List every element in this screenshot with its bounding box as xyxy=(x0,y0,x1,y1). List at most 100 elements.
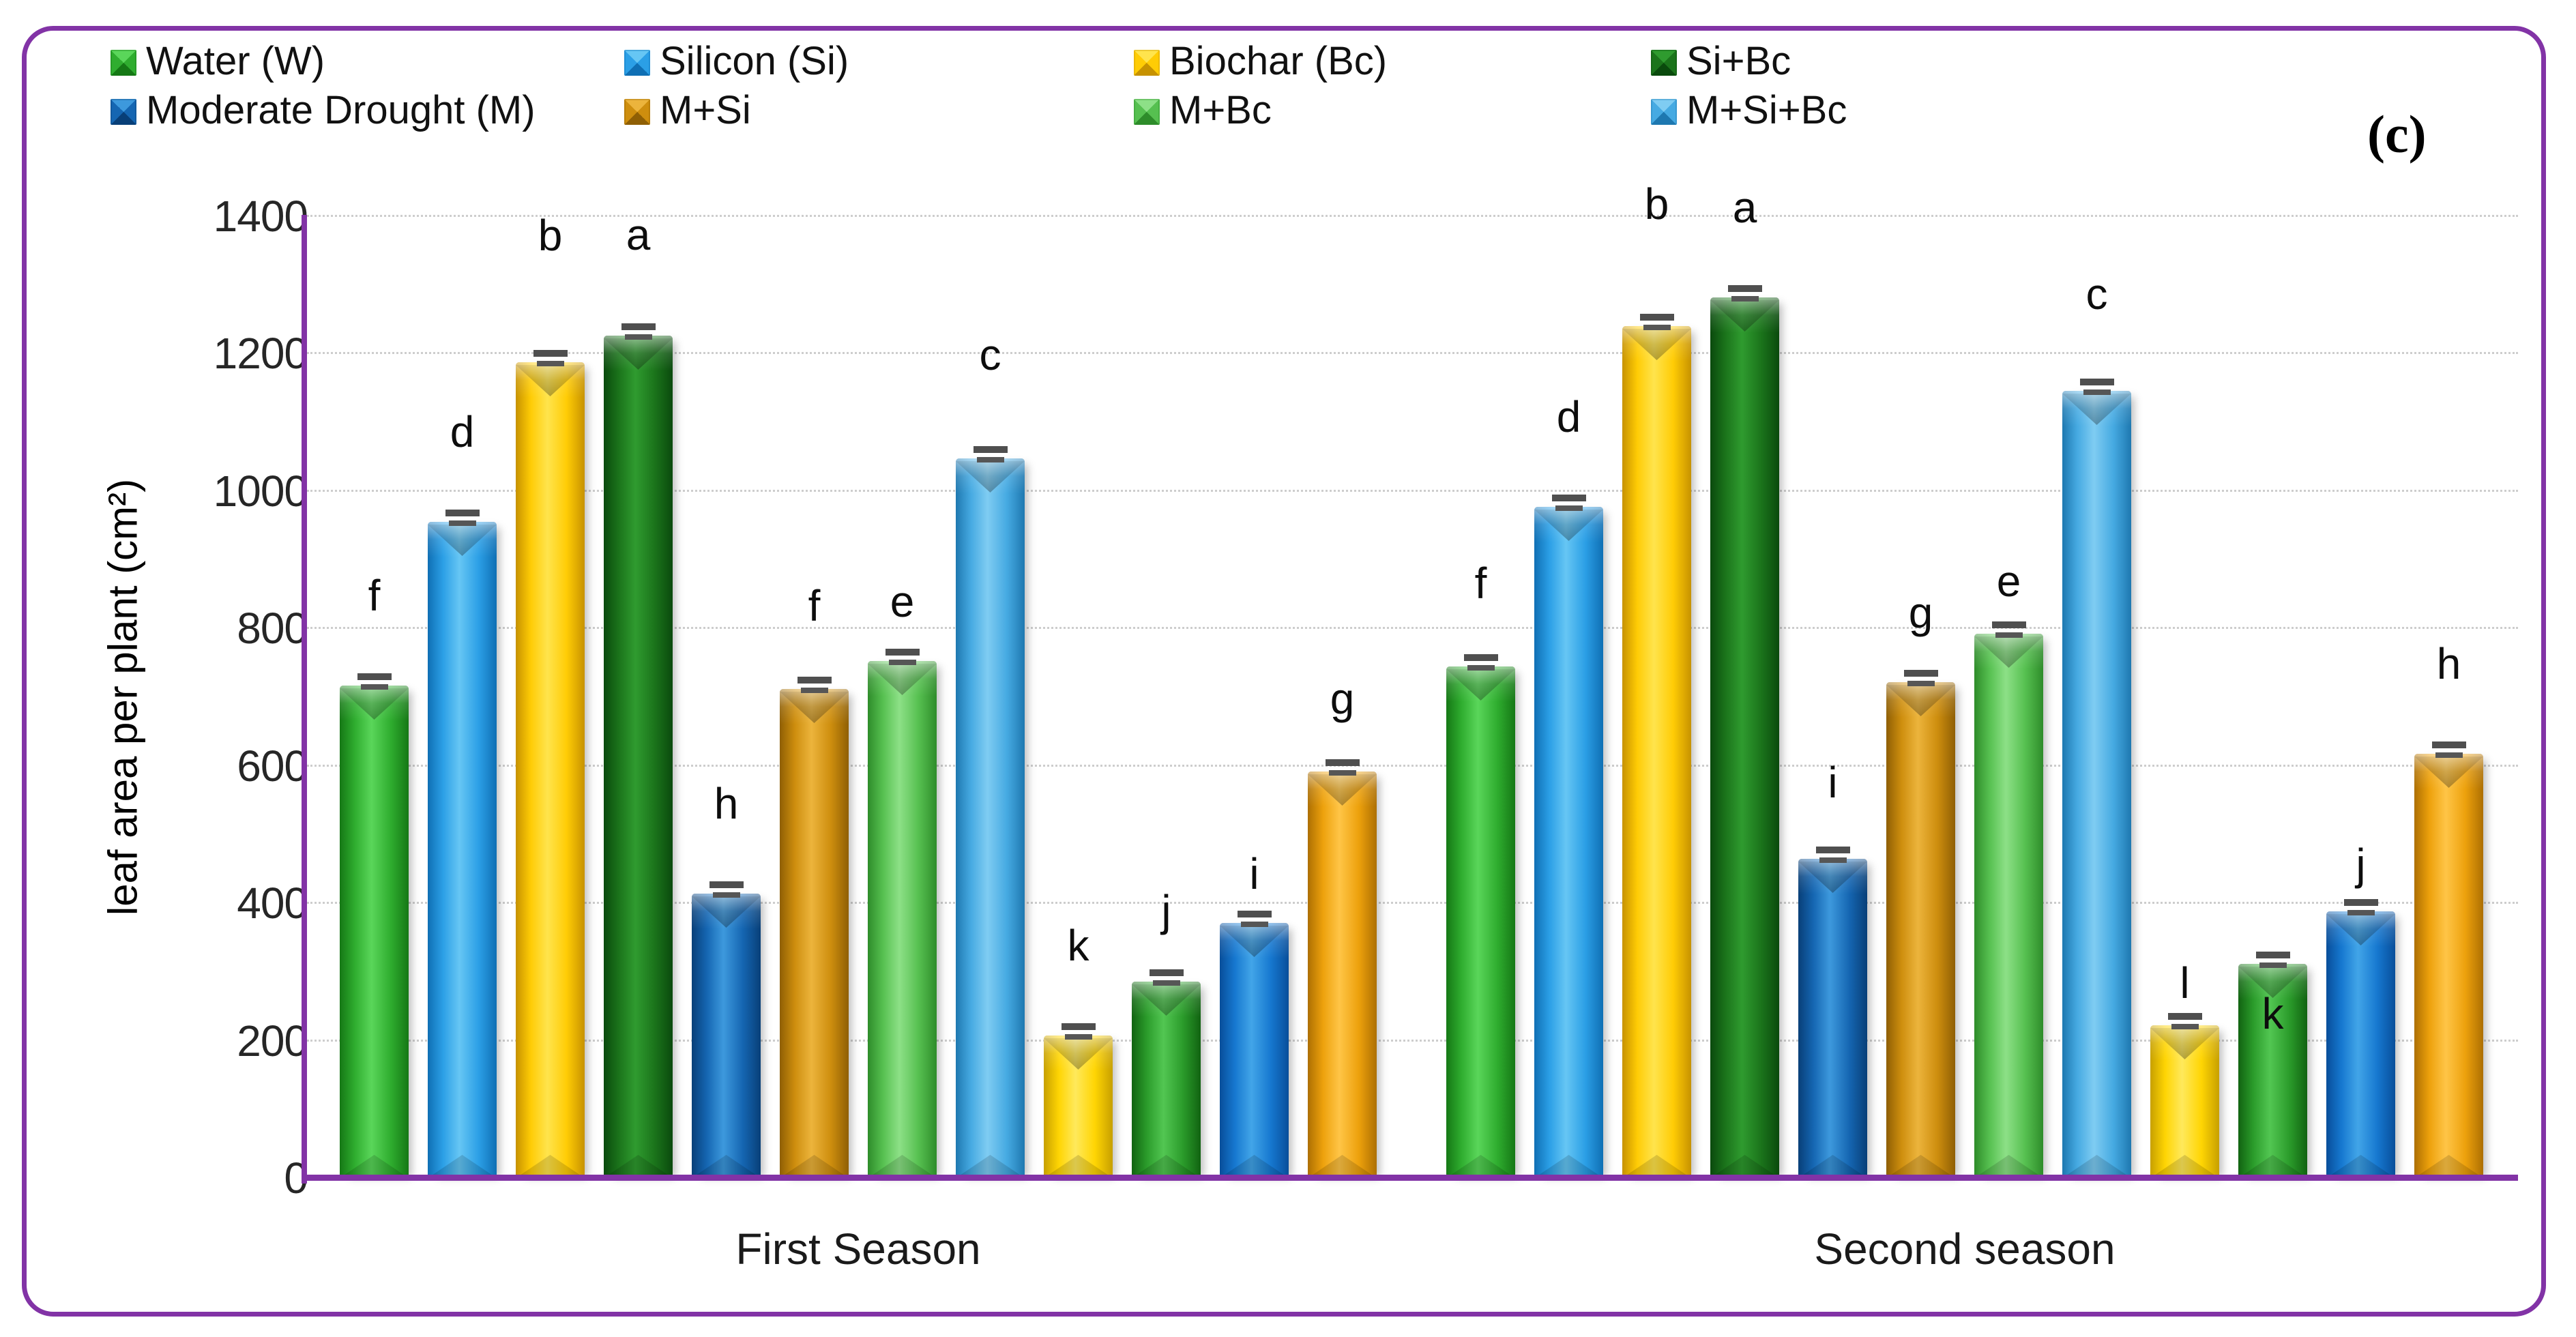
bar-top-highlight xyxy=(1710,297,1779,333)
bar-top-highlight xyxy=(2238,964,2307,999)
legend-item-label: M+Bc xyxy=(1169,88,1272,132)
gridline xyxy=(307,902,2518,905)
bar-second-season-5 xyxy=(1798,859,1867,1178)
bar-second-season-11 xyxy=(2326,911,2395,1178)
significance-letter: h xyxy=(2436,639,2461,688)
error-bar xyxy=(885,649,920,666)
gridline xyxy=(307,215,2518,217)
error-bar xyxy=(445,510,480,527)
y-axis-tick-label: 400 xyxy=(237,879,308,928)
gridline xyxy=(307,352,2518,355)
significance-letter: k xyxy=(2262,989,2284,1038)
bar-top-highlight xyxy=(1622,326,1691,362)
y-axis-title: leaf area per plant (cm²) xyxy=(100,478,146,916)
error-bar xyxy=(797,677,832,694)
error-bar xyxy=(533,350,568,368)
error-bar xyxy=(2167,1013,2202,1031)
gridline xyxy=(307,1039,2518,1042)
error-bar xyxy=(1551,495,1586,512)
legend-item-label: Moderate Drought (M) xyxy=(146,88,536,132)
legend-swatch-icon xyxy=(111,50,136,76)
chart-outer-frame: Water (W) Silicon (Si) Biochar (Bc) Si+Bc Mo… xyxy=(22,26,2546,1317)
bar-first-season-11 xyxy=(1220,923,1289,1178)
bar-top-highlight xyxy=(1308,772,1377,807)
legend-swatch-icon xyxy=(1651,50,1677,76)
error-bar xyxy=(2255,952,2290,969)
legend-item: Moderate Drought (M) xyxy=(111,91,536,130)
bar-top-highlight xyxy=(1974,634,2043,669)
significance-letter: e xyxy=(1996,557,2021,606)
legend-item: M+Bc xyxy=(1134,91,1272,130)
y-axis-tick-label: 600 xyxy=(237,741,308,791)
bar-first-season-10 xyxy=(1132,982,1201,1178)
legend-swatch-icon xyxy=(1134,50,1160,76)
bar-second-season-4 xyxy=(1710,297,1779,1178)
error-bar xyxy=(1639,314,1674,332)
bar-second-season-1 xyxy=(1446,666,1515,1178)
y-axis-tick-label: 1000 xyxy=(213,466,308,516)
error-bar xyxy=(2431,741,2466,759)
x-axis-line xyxy=(302,1175,2518,1181)
bar-top-highlight xyxy=(956,458,1025,494)
bar-first-season-1 xyxy=(340,686,409,1178)
bar-top-highlight xyxy=(1886,682,1955,718)
bar-second-season-12 xyxy=(2414,754,2483,1178)
bar-second-season-6 xyxy=(1886,682,1955,1178)
significance-letter: d xyxy=(1556,392,1581,441)
bar-top-highlight xyxy=(1446,666,1515,702)
error-bar xyxy=(1727,285,1762,303)
plot-area: f d b a h f e c k j i g f d b a i g e c l k j h xyxy=(302,182,2518,1184)
error-bar xyxy=(1815,847,1850,864)
error-bar xyxy=(1991,621,2026,639)
gridline xyxy=(307,627,2518,630)
bar-top-highlight xyxy=(1220,923,1289,958)
legend-item-label: Si+Bc xyxy=(1686,39,1791,83)
significance-letter: i xyxy=(1828,758,1838,807)
significance-letter: k xyxy=(1067,921,1089,970)
bar-first-season-7 xyxy=(868,661,937,1178)
bar-top-highlight xyxy=(2150,1025,2219,1061)
bar-top-highlight xyxy=(340,686,409,721)
bar-top-highlight xyxy=(692,894,761,929)
legend-item: M+Si xyxy=(624,91,751,130)
y-axis-tick-label: 1400 xyxy=(213,192,308,241)
error-bar xyxy=(357,673,392,691)
significance-letter: g xyxy=(1908,588,1933,637)
bar-top-highlight xyxy=(2414,754,2483,789)
legend-item-label: M+Si xyxy=(660,88,751,132)
legend-item: M+Si+Bc xyxy=(1651,91,1847,130)
bar-top-highlight xyxy=(1798,859,1867,894)
significance-letter: d xyxy=(450,407,475,456)
bar-second-season-7 xyxy=(1974,634,2043,1178)
error-bar xyxy=(2343,899,2378,917)
bar-top-highlight xyxy=(516,362,585,398)
significance-letter: f xyxy=(1474,559,1487,608)
panel-letter-label: (c) xyxy=(2367,104,2427,164)
legend-swatch-icon xyxy=(624,99,650,125)
y-axis-tick-label: 200 xyxy=(237,1016,308,1066)
bar-second-season-2 xyxy=(1534,507,1603,1178)
bar-second-season-9 xyxy=(2150,1025,2219,1178)
legend-item-label: Water (W) xyxy=(146,39,325,83)
bar-top-highlight xyxy=(780,689,849,724)
significance-letter: a xyxy=(1732,183,1757,232)
category-label: First Season xyxy=(735,1224,981,1274)
legend-swatch-icon xyxy=(1651,99,1677,125)
significance-letter: i xyxy=(1249,849,1259,898)
error-bar xyxy=(1149,969,1184,987)
bar-first-season-8 xyxy=(956,458,1025,1178)
error-bar xyxy=(1061,1023,1096,1041)
legend-item-label: Biochar (Bc) xyxy=(1169,39,1388,83)
significance-letter: c xyxy=(979,330,1001,379)
significance-letter: b xyxy=(538,211,563,260)
bar-top-highlight xyxy=(1044,1035,1113,1071)
bar-first-season-2 xyxy=(428,522,497,1178)
bar-first-season-5 xyxy=(692,894,761,1178)
bar-first-season-9 xyxy=(1044,1035,1113,1178)
error-bar xyxy=(973,446,1008,464)
significance-letter: e xyxy=(890,577,915,626)
bar-top-highlight xyxy=(1132,982,1201,1017)
gridline xyxy=(307,489,2518,492)
significance-letter: b xyxy=(1644,179,1669,229)
